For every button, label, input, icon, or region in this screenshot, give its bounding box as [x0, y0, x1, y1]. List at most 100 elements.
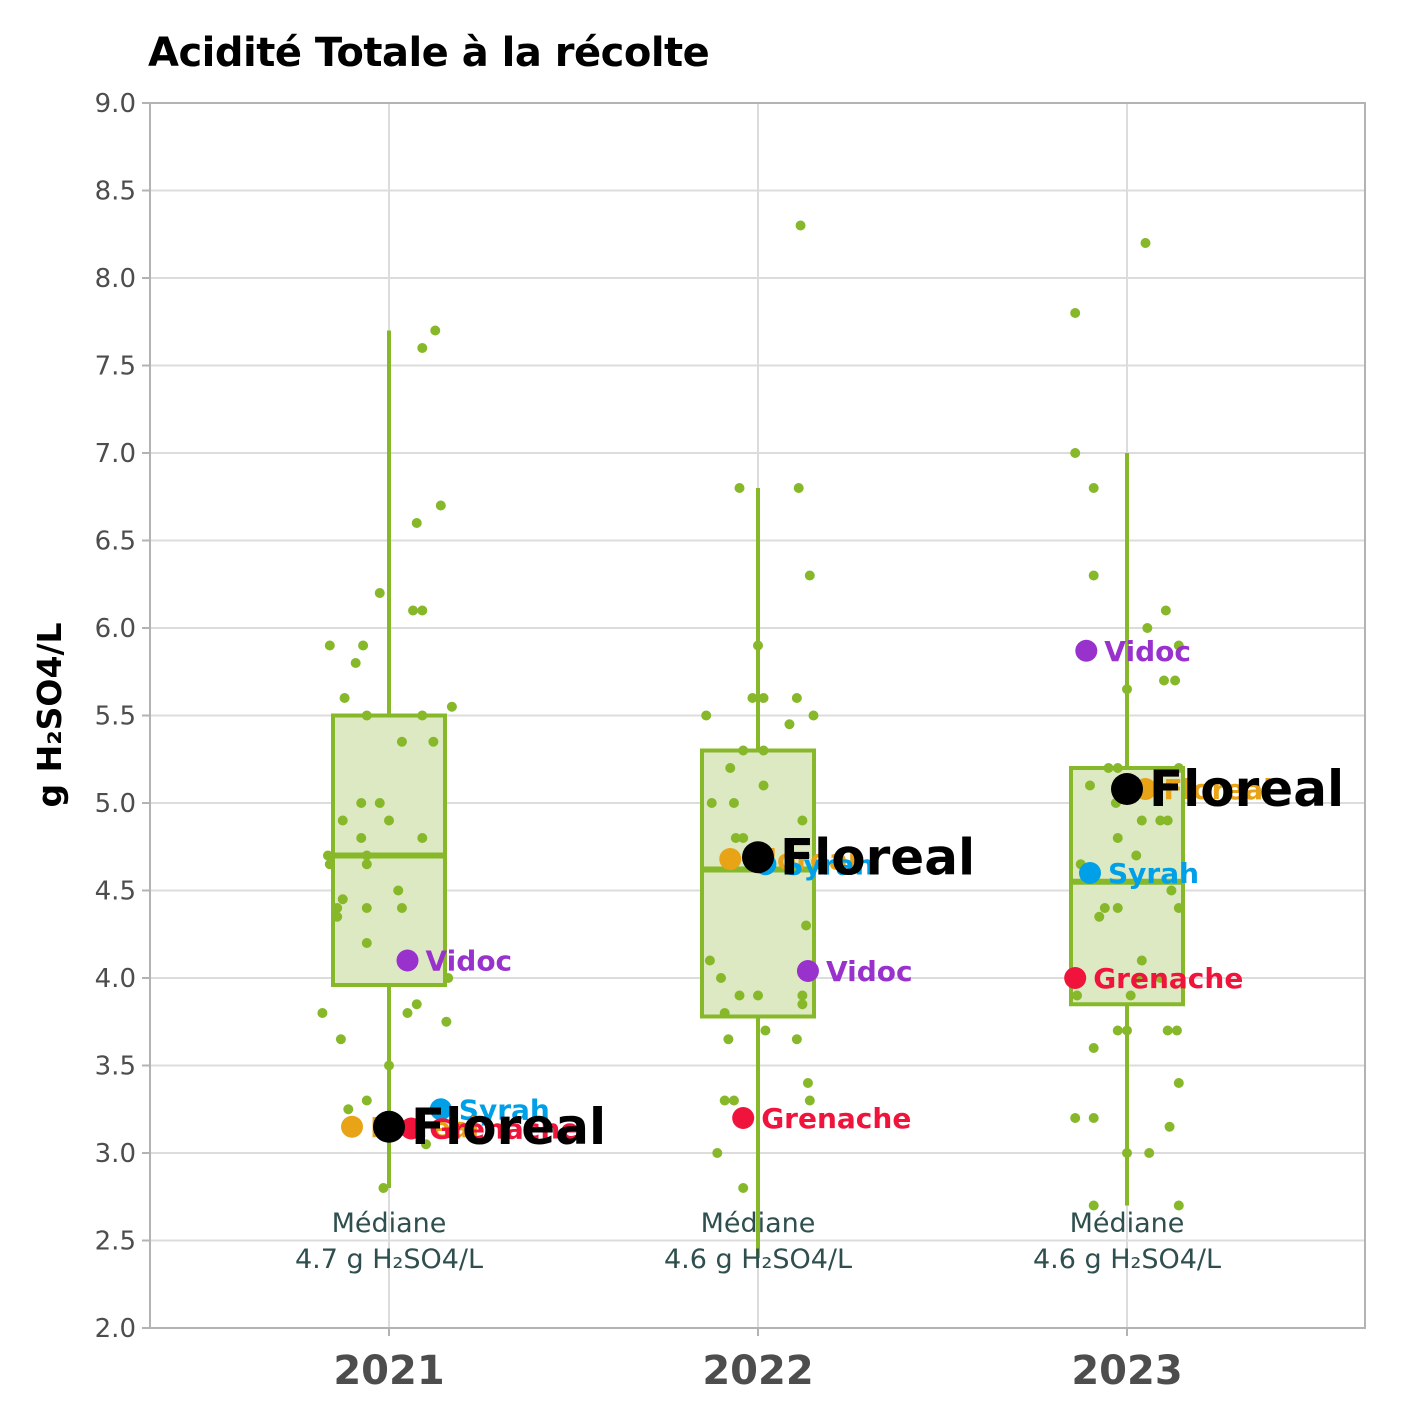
jitter-point: [446, 701, 457, 712]
jitter-point: [358, 640, 369, 651]
jitter-point: [758, 780, 769, 791]
jitter-point: [802, 1078, 813, 1088]
highlight-label: Vidoc: [1104, 635, 1191, 668]
box-iqr: [700, 748, 816, 1019]
jitter-point: [356, 798, 367, 808]
jitter-point: [1070, 1113, 1081, 1123]
jitter-point: [728, 1095, 739, 1106]
y-tick-label: 9.0: [95, 89, 136, 119]
jitter-point: [734, 483, 745, 493]
highlight-label: Grenache: [1093, 962, 1243, 995]
jitter-point: [1133, 973, 1144, 983]
jitter-point: [317, 1008, 328, 1018]
y-tick-label: 7.5: [95, 352, 136, 382]
highlight-point: [429, 1098, 452, 1121]
jitter-point: [738, 1183, 749, 1193]
jitter-point: [417, 833, 428, 843]
median-label-value: 4.6 g H₂SO4/L: [664, 1244, 852, 1275]
median-label-value: 4.7 g H₂SO4/L: [295, 1244, 483, 1275]
jitter-point: [393, 885, 404, 896]
y-tick-label: 2.5: [95, 1227, 136, 1257]
jitter-point: [1136, 955, 1147, 966]
box-2022: [700, 488, 816, 1258]
jitter-point: [339, 693, 350, 703]
floreal-main-point: [1111, 773, 1143, 805]
highlight-label: Grenache: [429, 1113, 579, 1146]
jitter-point: [725, 763, 736, 773]
jitter-point: [712, 1148, 723, 1158]
jitter-point: [1162, 815, 1173, 826]
highlight-point: [732, 1107, 755, 1129]
jitter-point: [791, 693, 802, 703]
jitter-point: [1088, 1113, 1099, 1123]
median-labels: Médiane 4.7 g H₂SO4/L Médiane 4.6 g H₂SO4/L…: [295, 1208, 1221, 1275]
jitter-point: [374, 798, 385, 808]
jitter-point: [716, 973, 726, 983]
chart-title: Acidité Totale à la récolte: [148, 30, 710, 76]
jitter-point: [797, 815, 808, 826]
jitter-point: [753, 640, 763, 651]
highlighted-points: VidocSyrahFlorealGrenacheFlorealFlorealS…: [341, 635, 1344, 1156]
jitter-point: [1155, 815, 1166, 826]
jitter-point: [1166, 885, 1177, 896]
jitter-point: [1094, 911, 1105, 922]
jitter-point: [1088, 570, 1099, 581]
jitter-point: [734, 990, 745, 1001]
jitter-point: [335, 1034, 346, 1045]
jitter-points: [317, 220, 1184, 1211]
axes: 2.0 2.5 3.0 3.5 4.0 4.5 5.0 5.5 6.0 6.5 7.0 7.5 8.0 8…: [95, 89, 1366, 1394]
y-tick-label: 7.0: [95, 439, 136, 469]
jitter-point: [396, 736, 407, 747]
jitter-point: [728, 798, 739, 808]
jitter-point: [350, 658, 361, 668]
x-tick-label: 2021: [333, 1348, 444, 1394]
jitter-point: [1160, 605, 1171, 616]
box-iqr: [1069, 766, 1185, 1007]
jitter-point: [322, 850, 333, 861]
jitter-point: [417, 605, 428, 616]
highlight-label: Syrah: [1108, 857, 1199, 890]
jitter-point: [1122, 1025, 1132, 1036]
jitter-point: [384, 815, 394, 826]
y-tick-label: 5.0: [95, 789, 136, 819]
jitter-point: [760, 1025, 771, 1036]
y-tick-label: 4.5: [95, 877, 136, 907]
jitter-point: [706, 798, 717, 808]
jitter-point: [719, 1008, 730, 1018]
jitter-point: [332, 911, 343, 922]
jitter-point: [793, 483, 804, 493]
jitter-point: [795, 220, 806, 231]
jitter-point: [1088, 1043, 1099, 1053]
jitter-point: [1173, 1078, 1184, 1088]
jitter-point: [324, 640, 335, 651]
jitter-point: [1070, 448, 1081, 458]
jitter-point: [1085, 780, 1095, 791]
y-tick-label: 4.0: [95, 964, 136, 994]
floreal-main-label: Floreal: [780, 828, 975, 886]
highlight-label: Grenache: [761, 1102, 911, 1135]
highlight-label: Vidoc: [826, 955, 913, 988]
median-label-title: Médiane: [701, 1208, 816, 1239]
jitter-point: [701, 710, 712, 721]
jitter-point: [411, 518, 422, 528]
jitter-point: [1142, 623, 1153, 633]
highlight-label: Syrah: [783, 848, 874, 881]
y-axis-title: g H₂SO4/L: [30, 622, 69, 807]
jitter-point: [430, 325, 441, 336]
y-tick-label: 5.5: [95, 702, 136, 732]
floreal-main-label: Floreal: [1149, 760, 1344, 818]
jitter-point: [1112, 903, 1123, 913]
jitter-point: [1112, 833, 1123, 843]
y-tick-label: 8.5: [95, 177, 136, 207]
highlight-label: Floreal: [1164, 773, 1273, 806]
jitter-point: [417, 343, 428, 353]
jitter-point: [801, 920, 812, 931]
jitter-point: [1173, 640, 1184, 651]
jitter-point: [1072, 990, 1083, 1001]
jitter-point: [361, 903, 372, 913]
jitter-point: [753, 990, 763, 1001]
jitter-point: [1144, 1148, 1155, 1158]
jitter-point: [402, 1008, 413, 1018]
jitter-point: [1155, 973, 1166, 983]
y-tick-label: 8.0: [95, 264, 136, 294]
